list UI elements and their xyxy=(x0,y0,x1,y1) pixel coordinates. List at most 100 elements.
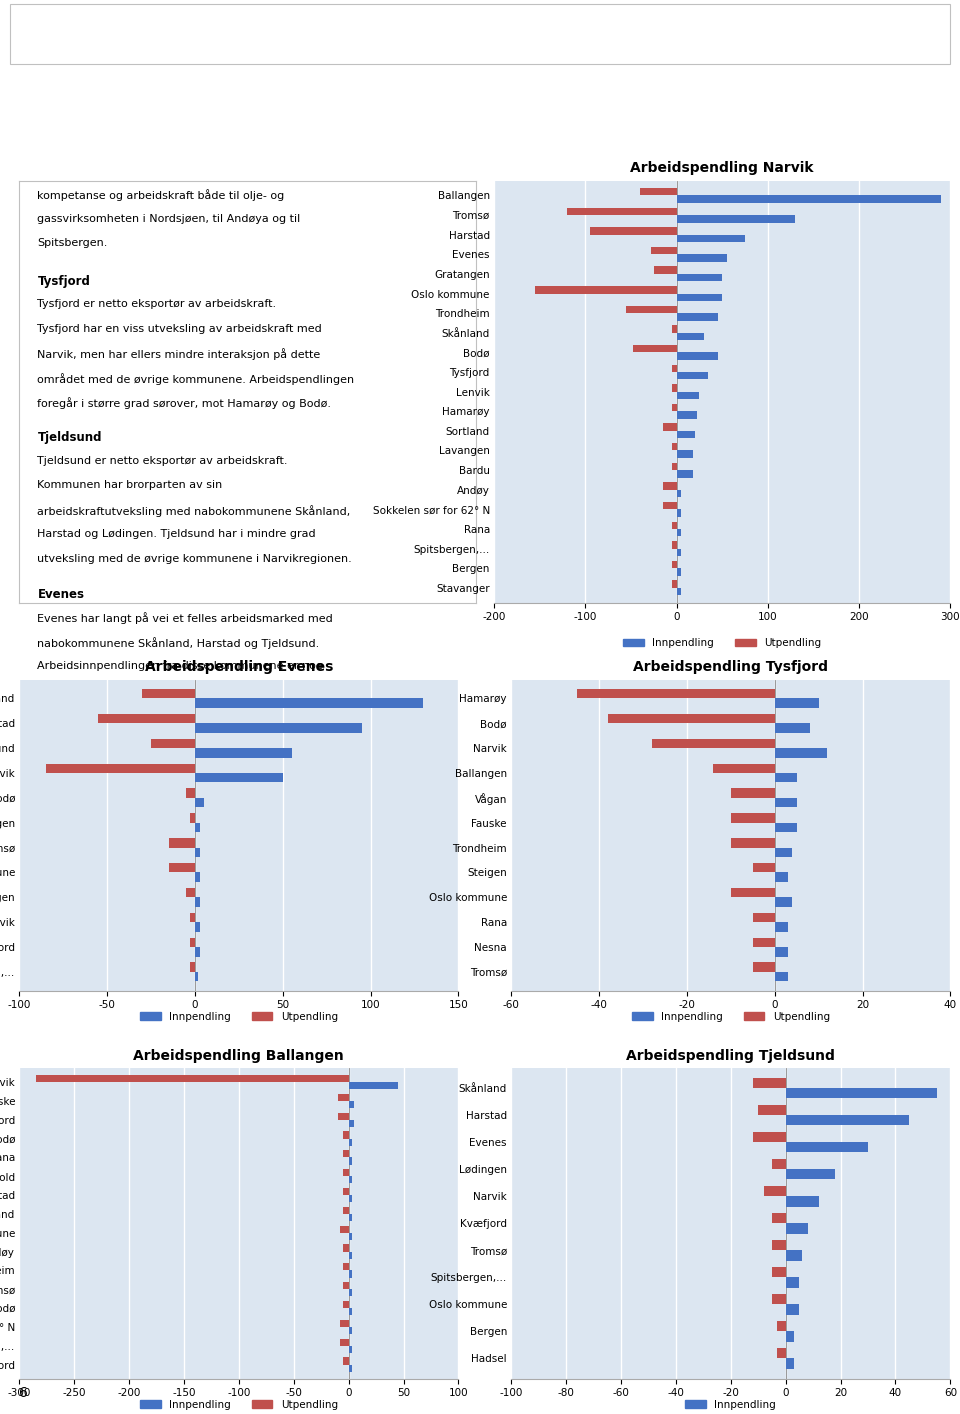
Bar xyxy=(672,385,677,392)
Title: Arbeidspendling Narvik: Arbeidspendling Narvik xyxy=(631,161,814,175)
Bar xyxy=(785,1250,803,1260)
Bar xyxy=(348,1120,354,1127)
Legend: Innpendling, Utpendling: Innpendling, Utpendling xyxy=(135,1007,342,1025)
Text: regionen, og det er Narvik som i hovedsak er: regionen, og det er Narvik som i hovedsa… xyxy=(37,793,290,803)
Text: Tysfjord har en viss utveksling av arbeidskraft med: Tysfjord har en viss utveksling av arbei… xyxy=(37,324,323,334)
Title: Arbeidspendling Ballangen: Arbeidspendling Ballangen xyxy=(133,1049,345,1062)
Bar xyxy=(785,1359,794,1369)
Bar xyxy=(677,549,681,556)
Bar xyxy=(348,1270,352,1277)
Title: Arbeidspendling Tysfjord: Arbeidspendling Tysfjord xyxy=(634,660,828,674)
Legend: Innpendling, Utpendling: Innpendling, Utpendling xyxy=(619,633,826,652)
Text: større enn pendlingen andre veien. Evenes er også: større enn pendlingen andre veien. Evene… xyxy=(37,686,324,697)
Text: totalt sett netto importør av arbeidskraft.: totalt sett netto importør av arbeidskra… xyxy=(37,710,269,720)
Bar xyxy=(640,188,677,195)
Bar xyxy=(98,714,195,724)
Legend: Innpendling, Utpendling: Innpendling, Utpendling xyxy=(628,1007,834,1025)
Bar xyxy=(195,898,201,906)
Bar xyxy=(338,1093,348,1102)
Bar xyxy=(567,208,677,215)
Bar xyxy=(343,1206,348,1213)
Bar xyxy=(731,789,775,797)
Bar xyxy=(772,1240,785,1250)
Text: arbeidskraftutveksling med nabokommunene Skånland,: arbeidskraftutveksling med nabokommunene… xyxy=(37,505,350,516)
Bar xyxy=(775,847,792,857)
Bar xyxy=(190,937,195,947)
Bar xyxy=(343,1263,348,1270)
Bar xyxy=(348,1102,354,1109)
Text: Narvik, men har ellers mindre interaksjon på dette: Narvik, men har ellers mindre interaksjo… xyxy=(37,348,321,361)
Bar xyxy=(775,748,828,758)
Bar xyxy=(772,1294,785,1304)
Bar xyxy=(343,1282,348,1290)
Bar xyxy=(753,1133,785,1143)
Text: området med de øvrige kommunene. Arbeidspendlingen: området med de øvrige kommunene. Arbeids… xyxy=(37,373,354,385)
Bar xyxy=(672,580,677,588)
Bar xyxy=(672,462,677,469)
Text: 6: 6 xyxy=(19,1386,28,1400)
Bar xyxy=(677,215,795,222)
Bar xyxy=(785,1223,807,1233)
Bar xyxy=(785,1116,909,1126)
Bar xyxy=(672,325,677,332)
Bar xyxy=(652,738,775,748)
Bar xyxy=(785,1089,937,1099)
Bar xyxy=(764,1186,785,1196)
Text: mottaker av denne pendlingen. Litt under halvparten: mottaker av denne pendlingen. Litt under… xyxy=(37,817,336,827)
Bar xyxy=(672,443,677,451)
Text: Tysfjord: Tysfjord xyxy=(37,274,90,288)
Text: foregår i større grad sørover, mot Hamarøy og Bodø.: foregår i større grad sørover, mot Hamar… xyxy=(37,397,331,409)
Bar xyxy=(662,482,677,489)
Bar xyxy=(775,922,788,932)
Bar xyxy=(195,699,423,708)
Bar xyxy=(677,195,941,204)
Bar xyxy=(731,839,775,847)
Bar xyxy=(753,863,775,872)
Bar xyxy=(348,1326,352,1333)
Bar xyxy=(343,1188,348,1195)
Text: Tysfjord er netto eksportør av arbeidskraft.: Tysfjord er netto eksportør av arbeidskr… xyxy=(37,300,276,310)
Bar xyxy=(169,863,195,872)
Bar xyxy=(677,469,693,478)
Bar xyxy=(340,1226,348,1233)
Text: Tjeldsund er netto eksportør av arbeidskraft.: Tjeldsund er netto eksportør av arbeidsk… xyxy=(37,455,288,465)
Bar xyxy=(753,963,775,971)
Bar xyxy=(672,561,677,568)
Bar xyxy=(778,1321,785,1332)
Bar xyxy=(343,1357,348,1365)
Bar xyxy=(772,1213,785,1223)
Bar xyxy=(343,1150,348,1157)
Bar xyxy=(36,1075,348,1082)
Bar xyxy=(343,1131,348,1138)
Bar xyxy=(672,542,677,549)
Bar xyxy=(577,689,775,699)
Text: Kommunen har brorparten av sin: Kommunen har brorparten av sin xyxy=(37,481,223,491)
Bar xyxy=(677,509,681,516)
Title: Arbeidspendling Evenes: Arbeidspendling Evenes xyxy=(145,660,333,674)
Bar xyxy=(589,228,677,235)
Bar xyxy=(677,489,681,498)
Text: Evenes: Evenes xyxy=(37,588,84,601)
Legend: Innpendling, Utpendling: Innpendling, Utpendling xyxy=(135,1396,342,1414)
Bar xyxy=(775,872,788,882)
Bar xyxy=(348,1082,398,1089)
Bar xyxy=(340,1319,348,1326)
Text: kompetanse og arbeidskraft både til olje- og: kompetanse og arbeidskraft både til olje… xyxy=(37,189,285,201)
Bar xyxy=(753,913,775,922)
Bar xyxy=(677,255,727,262)
Bar xyxy=(677,529,681,536)
Bar xyxy=(778,1348,785,1359)
Text: Evenes har langt på vei et felles arbeidsmarked med: Evenes har langt på vei et felles arbeid… xyxy=(37,612,333,625)
Bar xyxy=(753,937,775,947)
Bar xyxy=(186,888,195,898)
Bar xyxy=(775,724,810,732)
Bar xyxy=(142,689,195,699)
Bar xyxy=(348,1138,352,1145)
Bar xyxy=(348,1365,352,1372)
Bar xyxy=(677,294,722,301)
Bar xyxy=(677,372,708,379)
Bar xyxy=(338,1113,348,1120)
Bar xyxy=(775,773,797,782)
Bar xyxy=(633,345,677,352)
Bar xyxy=(651,247,677,255)
